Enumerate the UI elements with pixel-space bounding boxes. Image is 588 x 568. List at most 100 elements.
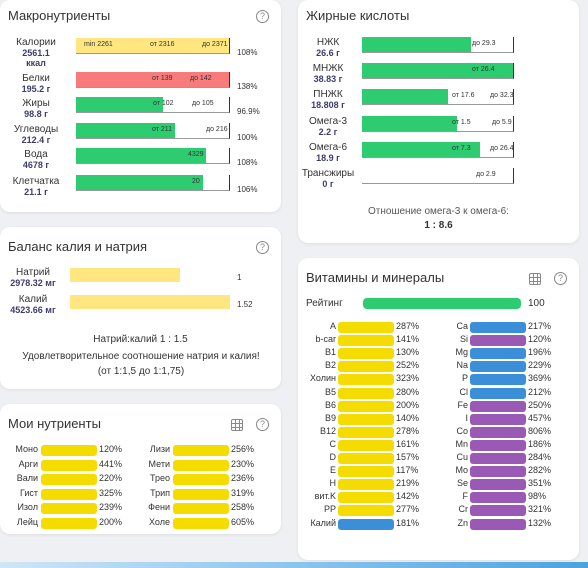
fatty-bar-track: от 7.3 до 26.4 bbox=[362, 142, 514, 158]
macro-bar-mark: от 102 bbox=[153, 100, 174, 107]
help-icon[interactable]: ? bbox=[256, 418, 269, 431]
nutrient-name: Вали bbox=[16, 473, 38, 483]
fatty-bar-mark: до 26.4 bbox=[490, 145, 514, 152]
mineral-percent: 98% bbox=[528, 491, 547, 502]
vitamin-name: B2 bbox=[324, 360, 336, 371]
help-icon[interactable]: ? bbox=[256, 241, 269, 254]
macro-bar-track: min 2261 от 2316 до 2371 bbox=[76, 38, 230, 54]
nutrient-bar bbox=[173, 517, 229, 529]
fatty-bar-mark: от 7.3 bbox=[452, 145, 471, 152]
vitamins-card: Витамины и минералы ? Рейтинг 100 A 287% b… bbox=[298, 258, 579, 560]
vitamin-percent: 277% bbox=[396, 504, 420, 515]
balance-title: Баланс калия и натрия bbox=[8, 239, 148, 254]
mineral-name: Se bbox=[456, 478, 468, 489]
fatty-bar-mark: от 17.6 bbox=[452, 92, 475, 99]
macro-name: Белки bbox=[22, 73, 50, 84]
fatty-name: Омега-6 bbox=[308, 142, 348, 153]
mineral-bar bbox=[470, 426, 526, 438]
mineral-bar bbox=[470, 466, 526, 478]
fatty-label: ПНЖК 18.808 г bbox=[298, 90, 358, 111]
fatty-value: 26.6 г bbox=[316, 48, 340, 58]
macro-name: Углеводы bbox=[13, 124, 59, 135]
bottom-accent bbox=[0, 562, 588, 568]
mineral-percent: 321% bbox=[528, 504, 552, 515]
my-nutrients-card: Мои нутриенты ? Моно 120% Арги 441% Вали 220%… bbox=[0, 404, 281, 534]
macro-name: Жиры bbox=[22, 98, 50, 109]
nutrient-bar bbox=[173, 474, 229, 485]
help-icon[interactable]: ? bbox=[554, 272, 567, 285]
vitamin-name: Калий bbox=[310, 517, 336, 528]
table-icon[interactable] bbox=[529, 273, 541, 285]
my-nutrients-title: Мои нутриенты bbox=[8, 416, 101, 431]
fatty-bar-track: до 2.9 bbox=[362, 168, 514, 184]
fatty-bar-track: от 26.4 bbox=[362, 63, 514, 79]
macro-row: Вода 4678 г 4329 108% bbox=[0, 148, 280, 176]
fatty-bar-mark: до 5.9 bbox=[492, 119, 512, 126]
nutrient-percent: 120% bbox=[99, 444, 123, 454]
omega-ratio-label: Отношение омега-3 к омега-6: bbox=[368, 206, 509, 217]
nutrient-percent: 258% bbox=[231, 502, 255, 512]
macro-bar-mark: 4329 bbox=[188, 151, 204, 158]
balance-number: 1.52 bbox=[237, 300, 253, 309]
macro-row: Белки 195.2 г от 139 до 142 138% bbox=[0, 72, 280, 100]
fatty-bar-mark: до 32.3 bbox=[490, 92, 514, 99]
macro-bar-track: от 211 до 216 bbox=[76, 123, 230, 139]
macro-label: Вода 4678 г bbox=[0, 150, 72, 171]
macro-percent: 108% bbox=[237, 158, 258, 167]
mineral-percent: 457% bbox=[528, 412, 552, 423]
vitamin-bar bbox=[338, 361, 394, 373]
vitamin-percent: 219% bbox=[396, 478, 420, 489]
balance-name: Калий bbox=[18, 294, 48, 305]
mineral-bar bbox=[470, 479, 526, 491]
help-icon[interactable]: ? bbox=[256, 10, 269, 23]
vitamin-name: B1 bbox=[324, 347, 336, 358]
nutrient-bar bbox=[41, 445, 97, 456]
nutrient-bar bbox=[41, 459, 97, 471]
mineral-name: F bbox=[462, 491, 469, 502]
nutrient-name: Лизи bbox=[149, 444, 170, 454]
macro-bar-mark: от 211 bbox=[152, 126, 173, 133]
vitamin-name: B9 bbox=[324, 412, 336, 423]
fatty-bar-fill bbox=[362, 63, 513, 78]
macro-label: Жиры 98.8 г bbox=[0, 98, 72, 120]
fatty-bar-mark: до 2.9 bbox=[476, 171, 496, 178]
mineral-name: Mg bbox=[455, 347, 468, 358]
nutrient-percent: 319% bbox=[231, 487, 255, 498]
fatty-bar-fill bbox=[362, 37, 471, 52]
vitamin-bar bbox=[338, 387, 394, 399]
balance-bar bbox=[70, 268, 181, 282]
macro-bar-track: 20 bbox=[76, 175, 230, 191]
vitamin-bar bbox=[338, 348, 394, 360]
rating-value: 100 bbox=[528, 298, 545, 309]
mineral-name: P bbox=[461, 373, 468, 384]
macro-percent: 108% bbox=[237, 48, 258, 57]
vitamin-bar bbox=[338, 439, 394, 451]
nutrient-name: Гист bbox=[19, 487, 38, 498]
fatty-row: НЖК 26.6 г до 29.3 bbox=[298, 37, 578, 64]
nutrient-name: Лейц bbox=[16, 516, 38, 527]
vitamin-name: вит.K bbox=[314, 491, 336, 502]
macro-percent: 106% bbox=[237, 185, 258, 194]
macro-bar-mark: от 139 bbox=[152, 75, 173, 82]
macro-bar-fill bbox=[76, 72, 229, 87]
vitamin-bar bbox=[338, 466, 394, 478]
macro-row: Калории 2561.1 ккал min 2261 от 2316 до 2371 1… bbox=[0, 38, 280, 69]
vitamin-name: B12 bbox=[319, 425, 336, 436]
nutrient-bar bbox=[173, 459, 229, 471]
macro-value: 212.4 г bbox=[21, 135, 51, 145]
vitamin-bar bbox=[338, 400, 394, 412]
vitamin-bar bbox=[338, 492, 394, 504]
balance-bar bbox=[70, 295, 230, 309]
mineral-percent: 186% bbox=[528, 438, 552, 449]
mineral-percent: 369% bbox=[528, 373, 552, 384]
nutrient-percent: 441% bbox=[99, 458, 123, 469]
table-icon[interactable] bbox=[231, 419, 243, 431]
mineral-name: Si bbox=[459, 334, 468, 345]
mineral-bar bbox=[470, 361, 526, 373]
macros-card: Макронутриенты ? Калории 2561.1 ккал min 22… bbox=[0, 0, 281, 212]
macro-value: 4678 г bbox=[22, 160, 50, 170]
mineral-name: Cr bbox=[458, 504, 469, 515]
fatty-bar-mark: до 29.3 bbox=[472, 40, 496, 47]
vitamin-percent: 161% bbox=[396, 438, 420, 449]
macro-name: Клетчатка bbox=[12, 176, 60, 187]
